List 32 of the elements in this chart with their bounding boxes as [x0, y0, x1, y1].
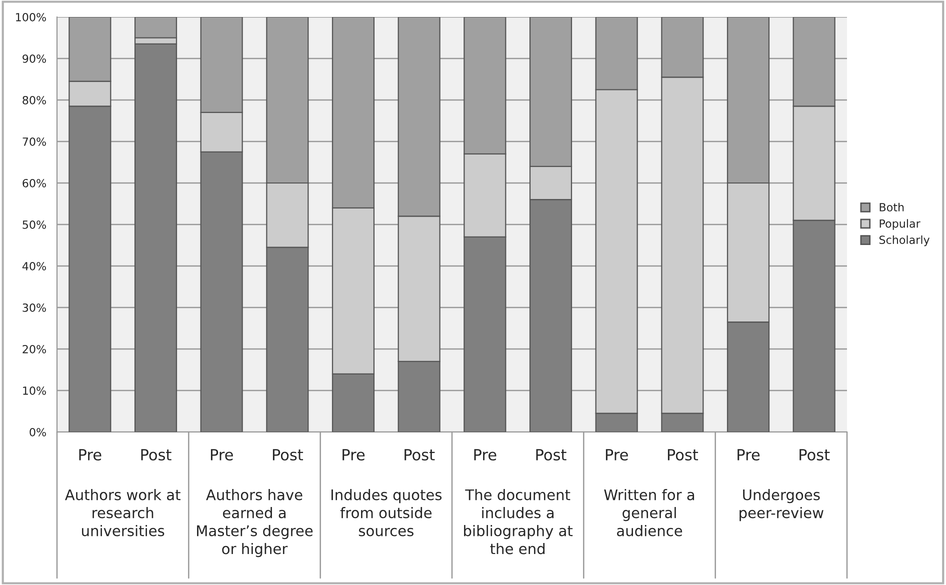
- x-tick-label: Pre: [474, 449, 496, 460]
- text: The document includes a bibliography at the end: [464, 489, 573, 554]
- text: Authors have earned a Master’s degree or higher: [197, 489, 313, 558]
- y-tick-label: 30%: [22, 303, 46, 312]
- y-tick-label: 60%: [22, 178, 46, 188]
- y-tick-label: 90%: [22, 54, 46, 63]
- legend-label: Both: [880, 202, 904, 212]
- text: Written for a general audience: [604, 489, 694, 536]
- y-tick-label: 20%: [22, 344, 46, 354]
- y-tick-label: 50%: [22, 220, 46, 229]
- legend-label: Scholarly: [879, 235, 930, 246]
- text: Authors work at research universities: [64, 489, 180, 536]
- x-tick-label: Pre: [606, 449, 628, 460]
- x-tick-label: Post: [404, 449, 435, 460]
- legend-label: Popular: [880, 219, 920, 230]
- y-tick-label: 40%: [22, 262, 46, 270]
- y-tick-label: 70%: [22, 137, 46, 146]
- text: Indudes quotes from outside sources: [331, 489, 442, 536]
- y-tick-label: 80%: [22, 96, 46, 104]
- text: Undergoes peer-review: [740, 489, 824, 522]
- x-tick-label: Pre: [210, 449, 233, 460]
- x-tick-label: Post: [800, 449, 830, 460]
- x-tick-label: Post: [668, 449, 698, 460]
- x-tick-label: Pre: [79, 449, 102, 460]
- y-tick-label: 100%: [16, 12, 46, 22]
- y-tick-label: 0%: [30, 428, 46, 436]
- x-tick-label: Pre: [342, 449, 365, 460]
- y-tick-label: 10%: [23, 386, 46, 395]
- x-tick-label: Post: [141, 449, 172, 460]
- x-tick-label: Post: [272, 449, 304, 460]
- x-tick-label: Post: [536, 449, 566, 460]
- x-tick-label: Pre: [738, 449, 760, 460]
